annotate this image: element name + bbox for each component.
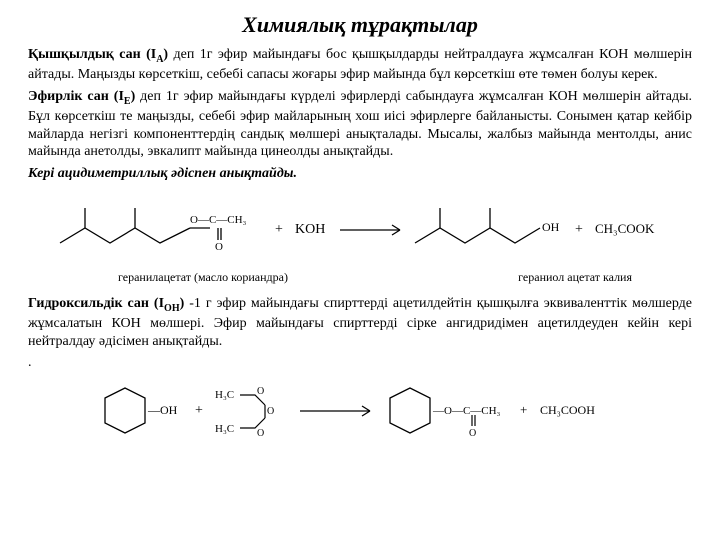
svg-text:O: O bbox=[469, 428, 476, 439]
lead-acid: Қышқылдық сан (I bbox=[28, 47, 156, 62]
svg-text:O: O bbox=[267, 406, 274, 417]
svg-text:O—C—CH₃: O—C—CH₃ bbox=[190, 214, 247, 226]
paragraph-hydroxyl-number: Гидроксильдік сан (IOH) -1 г эфир майынд… bbox=[28, 295, 692, 350]
svg-text:CH₃COOK: CH₃COOK bbox=[595, 221, 655, 236]
dot-line: . bbox=[28, 354, 692, 372]
svg-text:+: + bbox=[575, 222, 583, 237]
svg-text:—O—C—CH₃: —O—C—CH₃ bbox=[432, 405, 501, 417]
paragraph-acid-number: Қышқылдық сан (IA) деп 1г эфир майындағы… bbox=[28, 46, 692, 84]
svg-text:O: O bbox=[215, 241, 223, 253]
lead-ester: Эфирлік сан (I bbox=[28, 89, 124, 104]
caption-row-1: геранилацетат (масло кориандра) гераниол… bbox=[28, 270, 692, 295]
lead-hydroxyl-sub: OH bbox=[164, 303, 180, 314]
page-title: Химиялық тұрақтылар bbox=[28, 12, 692, 38]
svg-text:+: + bbox=[275, 222, 283, 237]
lead-ester-sub: E bbox=[124, 96, 131, 107]
caption-left: геранилацетат (масло кориандра) bbox=[118, 270, 288, 285]
paragraph-ester-number: Эфирлік сан (IE) деп 1г эфир майындағы к… bbox=[28, 88, 692, 161]
lead-hydroxyl: Гидроксильдік сан (I bbox=[28, 296, 164, 311]
paragraph-method: Кері ацидиметриллық әдіспен анықтайды. bbox=[28, 165, 692, 183]
svg-text:+: + bbox=[520, 402, 527, 417]
svg-text:H₃C: H₃C bbox=[215, 389, 234, 401]
reaction-diagram-2: —OH + H₃C O O H₃C O —O—C—CH₃ O + CH₃COOH bbox=[70, 378, 650, 448]
svg-text:+: + bbox=[195, 403, 203, 418]
reaction-diagram-1: O—C—CH₃ O + KOH OH + CH₃COOK bbox=[40, 188, 680, 268]
svg-text:O: O bbox=[257, 386, 264, 397]
svg-text:—OH: —OH bbox=[147, 403, 178, 417]
svg-text:OH: OH bbox=[542, 220, 560, 234]
svg-text:CH₃COOH: CH₃COOH bbox=[540, 403, 595, 417]
svg-text:H₃C: H₃C bbox=[215, 423, 234, 435]
svg-text:KOH: KOH bbox=[295, 222, 325, 237]
page-root: Химиялық тұрақтылар Қышқылдық сан (IA) д… bbox=[0, 0, 720, 540]
caption-right: гераниол ацетат калия bbox=[518, 270, 632, 285]
svg-text:O: O bbox=[257, 428, 264, 439]
